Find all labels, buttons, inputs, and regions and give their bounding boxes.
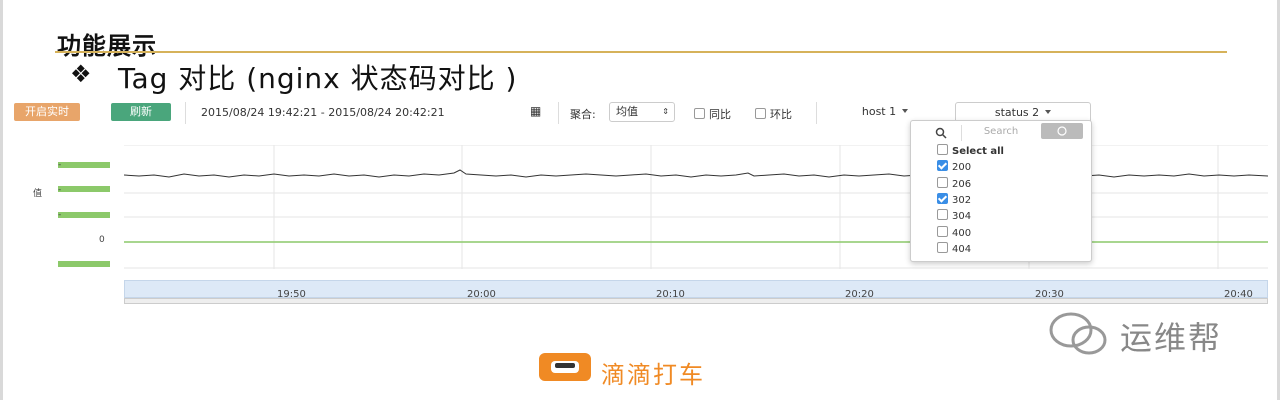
option-label: 304 — [952, 211, 972, 222]
diamond-bullet-icon: ❖ — [70, 60, 92, 88]
status-dropdown-panel: Search Select all 200 206 302 304 400 40… — [910, 120, 1092, 262]
option-checkbox[interactable] — [937, 160, 948, 171]
option-checkbox[interactable] — [937, 226, 948, 237]
legend-bar — [58, 261, 110, 267]
option-label: 404 — [952, 244, 972, 255]
clear-search-button[interactable] — [1041, 123, 1083, 139]
aggregate-select[interactable]: 均值 ⇕ — [609, 102, 675, 122]
status-select[interactable]: status 2 — [955, 102, 1091, 124]
select-all-checkbox[interactable] — [937, 144, 948, 155]
option-label: 206 — [952, 179, 972, 190]
x-tick-label: 20:40 — [1224, 289, 1253, 300]
option-checkbox[interactable] — [937, 177, 948, 188]
option-label: 400 — [952, 228, 972, 239]
watermark-text: 运维帮 — [1120, 319, 1223, 357]
mom-checkbox[interactable] — [755, 108, 766, 119]
toolbar-divider — [816, 102, 817, 124]
x-tick-label: 20:20 — [845, 289, 874, 300]
mom-toggle[interactable]: 环比 — [755, 106, 792, 122]
option-label: 302 — [952, 195, 972, 206]
search-icon[interactable] — [921, 125, 962, 141]
yoy-checkbox[interactable] — [694, 108, 705, 119]
status-option[interactable]: 400 — [937, 226, 971, 239]
slide-subtitle: Tag 对比 (nginx 状态码对比 ) — [118, 62, 518, 95]
y-tick-mark: - — [58, 210, 62, 220]
option-checkbox[interactable] — [937, 209, 948, 220]
y-tick-mark: - — [58, 160, 62, 170]
updown-icon: ⇕ — [662, 107, 669, 116]
slide-right-border — [1277, 0, 1280, 400]
mom-label: 环比 — [770, 108, 792, 121]
status-option[interactable]: 304 — [937, 209, 971, 222]
yoy-toggle[interactable]: 同比 — [694, 106, 731, 122]
option-checkbox[interactable] — [937, 193, 948, 204]
yoy-label: 同比 — [709, 108, 731, 121]
logo-text: 滴滴打车 — [601, 361, 705, 389]
legend-bar — [58, 162, 110, 168]
toolbar-divider — [558, 102, 559, 124]
host-select[interactable]: host 1 — [830, 102, 940, 122]
y-tick-zero: 0 — [99, 235, 105, 245]
status-select-value: status 2 — [994, 106, 1040, 119]
didi-logo-icon — [539, 353, 591, 381]
grid-lines — [124, 145, 1268, 269]
title-rule — [55, 51, 1227, 53]
x-tick-label: 20:00 — [467, 289, 496, 300]
option-checkbox[interactable] — [937, 242, 948, 253]
y-tick-mark: - — [58, 185, 62, 195]
x-tick-label: 19:50 — [277, 289, 306, 300]
horizontal-scrollbar[interactable] — [124, 298, 1268, 304]
toolbar-divider — [185, 102, 186, 124]
host-select-value: host 1 — [861, 105, 897, 118]
refresh-button[interactable]: 刷新 — [111, 103, 171, 121]
select-all-label: Select all — [952, 146, 1004, 157]
slide-left-border — [0, 0, 3, 400]
status-series-line — [124, 169, 1268, 178]
status-option[interactable]: 404 — [937, 242, 971, 255]
slide-title: 功能展示 — [57, 32, 157, 60]
caret-down-icon — [1045, 110, 1052, 114]
legend-bar — [58, 212, 110, 218]
status-option[interactable]: 302 — [937, 193, 971, 206]
status-option[interactable]: 200 — [937, 160, 971, 173]
line-chart — [124, 145, 1268, 269]
time-range-input[interactable]: 2015/08/24 19:42:21 - 2015/08/24 20:42:2… — [201, 106, 445, 119]
select-all-option[interactable]: Select all — [937, 144, 1004, 157]
option-label: 200 — [952, 162, 972, 173]
legend-bar — [58, 186, 110, 192]
aggregate-label: 聚合: — [570, 108, 596, 121]
x-tick-label: 20:30 — [1035, 289, 1064, 300]
wechat-icon — [1049, 312, 1107, 355]
y-axis-label: 值 — [31, 188, 41, 197]
aggregate-value: 均值 — [616, 105, 638, 118]
x-tick-label: 20:10 — [656, 289, 685, 300]
calendar-icon[interactable]: ▦ — [530, 104, 542, 118]
status-option[interactable]: 206 — [937, 177, 971, 190]
range-navigator[interactable] — [124, 280, 1268, 298]
dropdown-search-input[interactable]: Search — [983, 126, 1019, 137]
realtime-button[interactable]: 开启实时 — [14, 103, 80, 121]
caret-down-icon — [902, 109, 909, 113]
